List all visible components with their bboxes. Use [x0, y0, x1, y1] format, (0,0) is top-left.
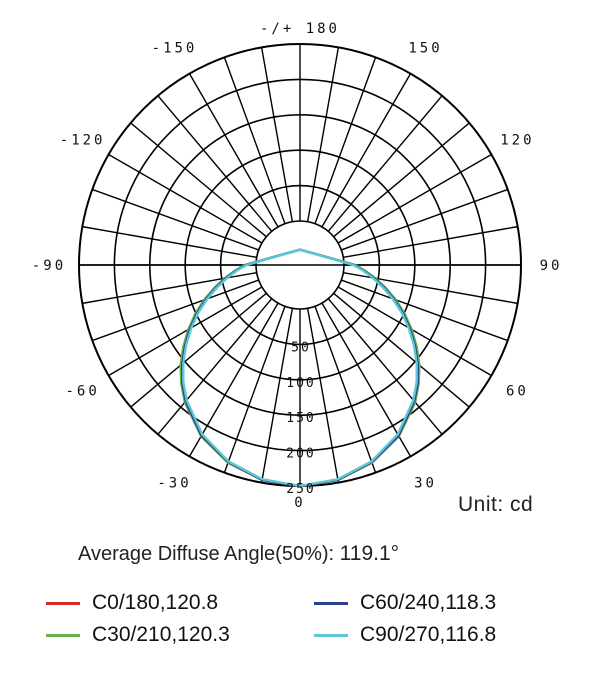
grid-spoke: [188, 302, 279, 457]
grid-spoke: [82, 271, 257, 305]
polar-chart: 50 100 150 200 250 -/+ 180 150 120 90 60 30 0 -30 -6…: [32, 21, 563, 511]
legend-label-c0: C0/180,120.8: [92, 591, 219, 614]
grid-spoke: [260, 308, 294, 483]
grid-spoke: [333, 122, 470, 238]
legend-swatch-c30: [46, 633, 80, 637]
grid-spoke: [337, 286, 492, 377]
angle-label: -90: [32, 258, 66, 274]
curve-c90: [182, 248, 418, 488]
grid-spoke: [130, 122, 267, 238]
radial-tick-label: 100: [286, 376, 315, 391]
angle-label: -150: [152, 41, 198, 57]
legend-swatch-c0: [46, 601, 80, 605]
intensity-curves: [179, 248, 421, 488]
legend-label-c60: C60/240,118.3: [360, 591, 497, 614]
grid-spoke: [108, 153, 263, 244]
legend: C0/180,120.8 C60/240,118.3 C30/210,120.3…: [0, 588, 600, 658]
grid-spoke: [314, 306, 377, 473]
grid-spoke: [223, 57, 286, 224]
angle-label: 30: [414, 475, 437, 491]
grid-spoke: [306, 308, 340, 483]
grid-spoke: [306, 47, 340, 222]
angle-label: 60: [506, 384, 529, 400]
average-diffuse-angle-label: Average Diffuse Angle(50%):: [78, 543, 335, 565]
legend-label-c90: C90/270,116.8: [360, 623, 497, 646]
grid-spoke: [188, 73, 279, 228]
radial-tick-label: 50: [291, 340, 311, 355]
legend-label-c30: C30/210,120.3: [92, 623, 230, 646]
legend-swatch-c90: [314, 633, 348, 637]
grid-spoke: [343, 271, 518, 305]
legend-item-c60: C60/240,118.3: [314, 588, 496, 618]
angle-labels: -/+ 180 150 120 90 60 30 0 -30 -60 -90 -120 -150: [32, 21, 563, 511]
grid-spoke: [321, 302, 412, 457]
grid-spoke: [157, 298, 273, 435]
legend-item-c90: C90/270,116.8: [314, 620, 496, 650]
grid-spoke: [341, 279, 508, 342]
grid-spoke: [108, 286, 263, 377]
radial-tick-label: 150: [286, 411, 315, 426]
radial-tick-label: 200: [286, 447, 315, 462]
grid-spoke: [314, 57, 377, 224]
grid-spoke: [327, 298, 443, 435]
grid-spoke: [341, 188, 508, 251]
legend-item-c0: C0/180,120.8: [46, 588, 218, 618]
grid-spoke: [223, 306, 286, 473]
angle-label: 120: [500, 133, 534, 149]
grid-spoke: [343, 225, 518, 259]
grid-spoke: [157, 95, 273, 232]
average-diffuse-angle: Average Diffuse Angle(50%): 119.1°: [78, 542, 399, 566]
radial-tick-label: 250: [286, 482, 315, 497]
angle-label: -30: [157, 475, 191, 491]
grid-spoke: [327, 95, 443, 232]
average-diffuse-angle-value: 119.1°: [339, 542, 400, 565]
grid-spoke: [92, 279, 259, 342]
polar-grid: [78, 43, 522, 487]
legend-swatch-c60: [314, 601, 348, 605]
grid-spoke: [337, 153, 492, 244]
grid-spoke: [333, 292, 470, 408]
grid-spoke: [92, 188, 259, 251]
grid-spoke: [130, 292, 267, 408]
legend-item-c30: C30/210,120.3: [46, 620, 230, 650]
angle-label: 90: [540, 258, 563, 274]
grid-spoke: [82, 225, 257, 259]
angle-label: 0: [294, 495, 305, 511]
angle-label: 150: [408, 41, 442, 57]
grid-spoke: [321, 73, 412, 228]
unit-label: Unit: cd: [458, 493, 534, 516]
radial-tick-labels: 50 100 150 200 250: [286, 340, 315, 497]
angle-label: -120: [60, 133, 106, 149]
grid-spoke: [260, 47, 294, 222]
angle-label: -60: [65, 384, 99, 400]
angle-label: -/+ 180: [260, 21, 340, 37]
